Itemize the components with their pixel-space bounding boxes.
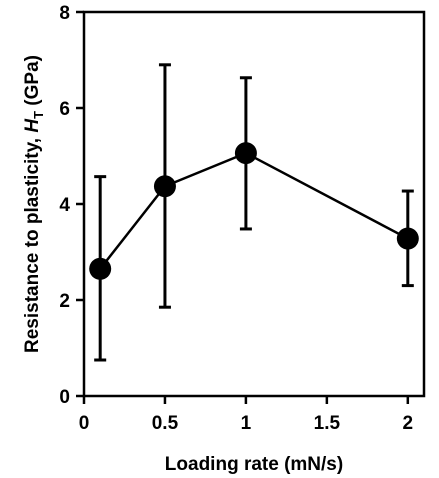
y-tick-label: 0 — [59, 387, 70, 408]
y-axis-title-symbol: H — [22, 118, 43, 133]
x-tick-label: 1.5 — [314, 413, 341, 434]
x-tick-label: 2 — [403, 413, 414, 434]
y-tick-label: 2 — [59, 291, 70, 312]
y-axis-title-subscript: T — [31, 111, 46, 119]
y-tick-label: 8 — [59, 3, 70, 24]
series-layer — [89, 63, 419, 362]
series-line — [99, 151, 409, 270]
y-tick-label: 4 — [59, 195, 70, 216]
y-axis-title: Resistance to plasticity, HT (GPa) — [22, 55, 46, 353]
data-point — [396, 227, 419, 250]
y-axis-ticks: 0 2 4 6 8 — [59, 3, 84, 408]
x-tick-label: 1 — [241, 413, 252, 434]
data-point — [234, 142, 257, 165]
x-axis-title: Loading rate (mN/s) — [165, 454, 343, 475]
x-tick-label: 0.5 — [152, 413, 179, 434]
x-axis-ticks: 0 0.5 1 1.5 2 — [79, 396, 413, 434]
x-tick-label: 0 — [79, 413, 90, 434]
data-point — [153, 175, 176, 198]
plot-frame — [82, 10, 426, 398]
data-point — [89, 257, 112, 280]
y-tick-label: 6 — [59, 99, 70, 120]
